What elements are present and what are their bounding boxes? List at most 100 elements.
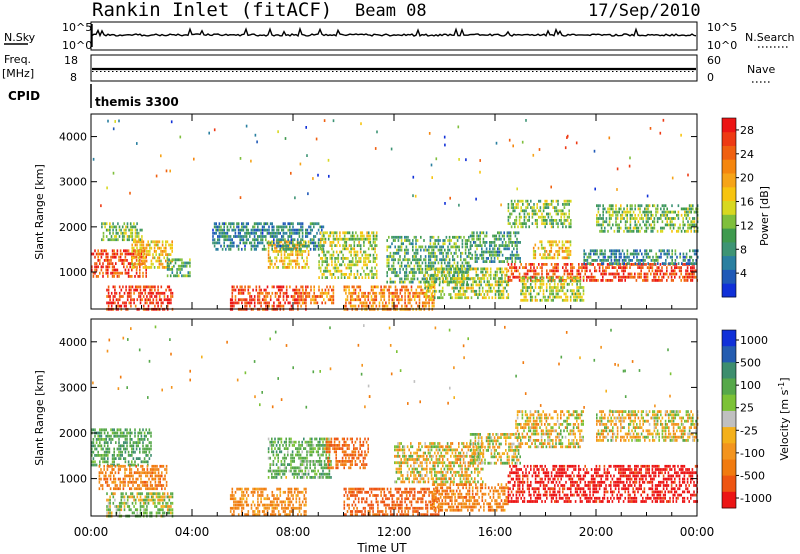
data-cell bbox=[472, 286, 474, 290]
data-cell bbox=[298, 301, 301, 305]
colorbar-tick-label: 16 bbox=[740, 196, 754, 209]
data-cell bbox=[428, 298, 430, 302]
data-cell bbox=[372, 260, 375, 263]
data-cell bbox=[670, 275, 673, 279]
data-cell bbox=[350, 237, 352, 241]
data-cell bbox=[429, 261, 432, 265]
data-cell bbox=[345, 273, 348, 276]
data-cell bbox=[616, 188, 618, 191]
data-cell bbox=[297, 228, 299, 232]
data-cell bbox=[389, 285, 392, 289]
data-cell bbox=[348, 273, 351, 276]
data-cell bbox=[313, 301, 315, 305]
data-cell bbox=[113, 431, 115, 435]
data-cell bbox=[437, 270, 439, 274]
data-cell bbox=[525, 263, 527, 266]
data-cell bbox=[541, 279, 543, 283]
data-cell bbox=[120, 228, 122, 232]
data-cell bbox=[541, 212, 543, 216]
data-cell bbox=[171, 291, 174, 295]
data-cell bbox=[380, 288, 382, 292]
colorbar-swatch bbox=[722, 173, 736, 188]
data-cell bbox=[106, 464, 109, 468]
data-cell bbox=[327, 269, 330, 273]
data-cell bbox=[297, 291, 299, 295]
data-cell bbox=[476, 260, 478, 263]
data-cell bbox=[181, 261, 183, 265]
data-cell bbox=[335, 263, 338, 267]
data-cell bbox=[668, 210, 670, 214]
data-cell bbox=[258, 222, 261, 226]
data-cell bbox=[625, 255, 627, 259]
data-cell bbox=[609, 255, 611, 259]
data-cell bbox=[123, 431, 125, 435]
data-cell bbox=[149, 301, 151, 305]
data-cell bbox=[480, 270, 482, 274]
data-cell bbox=[598, 266, 601, 269]
data-cell bbox=[661, 262, 664, 265]
data-cell bbox=[111, 471, 113, 475]
data-cell bbox=[151, 464, 153, 468]
data-cell bbox=[400, 239, 403, 242]
data-cell bbox=[436, 277, 438, 281]
data-cell bbox=[329, 231, 332, 235]
data-cell bbox=[166, 301, 169, 305]
data-cell bbox=[433, 283, 436, 287]
data-cell bbox=[615, 252, 617, 256]
data-cell bbox=[145, 268, 147, 272]
data-cell bbox=[141, 291, 143, 295]
data-cell bbox=[293, 238, 296, 242]
data-cell bbox=[634, 204, 636, 208]
data-cell bbox=[545, 298, 548, 302]
data-cell bbox=[635, 279, 638, 282]
data-cell bbox=[566, 256, 569, 260]
data-cell bbox=[672, 226, 675, 230]
data-cell bbox=[470, 267, 473, 271]
data-cell bbox=[696, 210, 699, 214]
data-cell bbox=[461, 242, 464, 246]
data-cell bbox=[537, 246, 540, 250]
data-cell bbox=[445, 255, 448, 258]
data-cell bbox=[345, 304, 347, 308]
data-cell bbox=[471, 257, 473, 260]
data-cell bbox=[317, 228, 320, 232]
data-cell bbox=[464, 267, 466, 271]
data-cell bbox=[129, 471, 131, 475]
data-cell bbox=[569, 253, 572, 256]
data-cell bbox=[562, 203, 564, 206]
data-cell bbox=[665, 259, 667, 262]
data-cell bbox=[107, 268, 109, 272]
data-cell bbox=[114, 484, 117, 487]
data-cell bbox=[433, 270, 436, 274]
data-cell bbox=[300, 228, 302, 232]
data-cell bbox=[297, 298, 299, 302]
data-cell bbox=[499, 280, 502, 284]
data-cell bbox=[366, 234, 368, 238]
data-cell bbox=[523, 279, 526, 283]
data-cell bbox=[123, 434, 125, 438]
data-cell bbox=[134, 285, 137, 289]
data-cell bbox=[256, 140, 258, 144]
data-cell bbox=[277, 301, 280, 305]
data-cell bbox=[577, 279, 580, 283]
data-cell bbox=[424, 261, 427, 265]
data-cell bbox=[465, 289, 468, 293]
data-cell bbox=[544, 203, 546, 206]
data-cell bbox=[554, 266, 556, 269]
data-cell bbox=[644, 210, 646, 214]
data-cell bbox=[431, 261, 433, 265]
data-cell bbox=[367, 237, 370, 241]
data-cell bbox=[650, 210, 652, 214]
data-cell bbox=[241, 291, 243, 295]
data-cell bbox=[367, 231, 370, 235]
data-cell bbox=[158, 295, 161, 298]
data-cell bbox=[388, 298, 390, 302]
data-cell bbox=[130, 468, 133, 471]
data-cell bbox=[557, 212, 559, 216]
data-cell bbox=[128, 285, 131, 289]
data-cell bbox=[544, 253, 546, 256]
data-cell bbox=[444, 258, 446, 262]
data-cell bbox=[237, 235, 240, 238]
data-cell bbox=[499, 289, 502, 293]
data-cell bbox=[171, 240, 173, 244]
